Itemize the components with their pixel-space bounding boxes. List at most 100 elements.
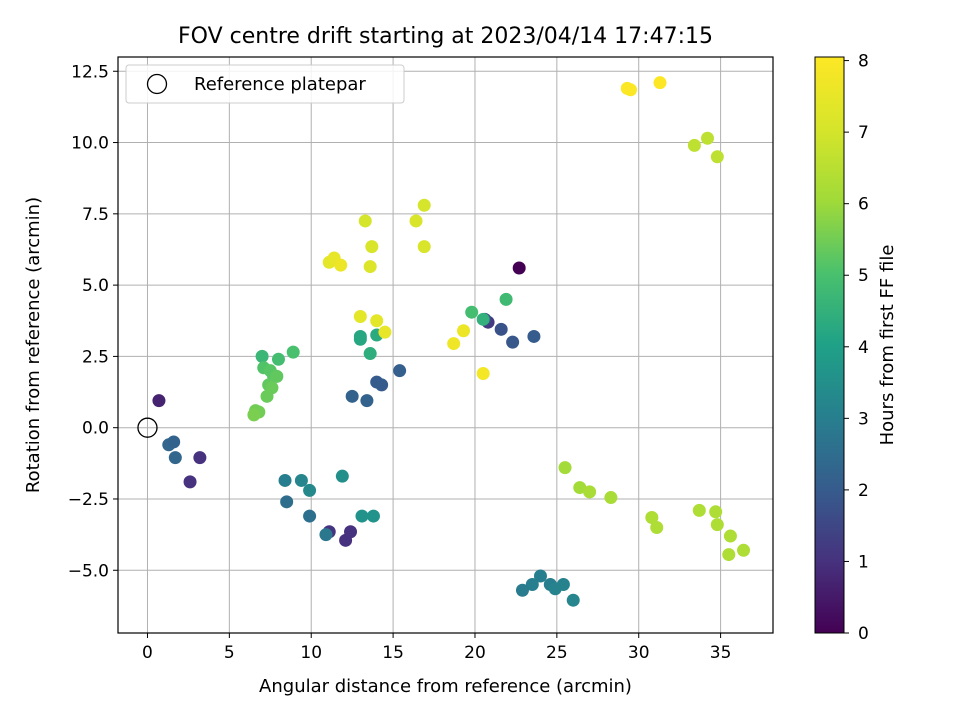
- y-tick-label: 10.0: [71, 134, 109, 154]
- legend-marker-reference: [146, 73, 168, 95]
- data-point: [722, 548, 736, 562]
- x-axis-label: Angular distance from reference (arcmin): [259, 676, 632, 697]
- data-point: [512, 261, 526, 275]
- y-tick-label: −2.5: [68, 490, 109, 510]
- reference-point-marker: [137, 417, 158, 438]
- colorbar: 0 1 2 3 4 5 6 7 8 Hours from first FF file: [814, 52, 898, 644]
- y-ticks: −5.0 −2.5 0.0 2.5 5.0 7.5 10.0 12.5: [68, 62, 118, 581]
- x-tick-label: 30: [628, 643, 650, 663]
- data-point: [294, 473, 308, 487]
- colorbar-ticks: 0 1 2 3 4 5 6 7 8: [844, 52, 869, 644]
- data-point: [417, 240, 431, 254]
- data-point: [457, 324, 471, 338]
- x-tick-label: 0: [142, 643, 153, 663]
- colorbar-tick-label: 4: [858, 338, 869, 358]
- data-point: [345, 389, 359, 403]
- data-point: [365, 240, 379, 254]
- data-point: [692, 503, 706, 517]
- data-point: [499, 292, 513, 306]
- colorbar-tick-label: 1: [858, 552, 869, 572]
- data-point: [366, 509, 380, 523]
- data-point: [344, 525, 358, 539]
- data-point: [260, 389, 274, 403]
- y-tick-label: 5.0: [82, 276, 109, 296]
- data-point: [558, 461, 572, 475]
- data-point: [650, 520, 664, 534]
- data-point: [334, 258, 348, 272]
- grid-lines: [118, 57, 773, 633]
- data-point: [286, 345, 300, 359]
- data-point: [525, 578, 539, 592]
- x-ticks: 0 5 10 15 20 25 30 35: [142, 633, 731, 663]
- x-tick-label: 35: [710, 643, 732, 663]
- data-point: [393, 364, 407, 378]
- y-tick-label: 7.5: [82, 205, 109, 225]
- colorbar-tick-label: 6: [858, 195, 869, 215]
- data-point: [417, 198, 431, 212]
- data-point: [494, 322, 508, 336]
- data-point: [506, 335, 520, 349]
- x-tick-label: 10: [300, 643, 322, 663]
- data-point: [278, 473, 292, 487]
- plot-frame: [117, 56, 774, 634]
- data-point: [183, 475, 197, 489]
- data-point: [168, 451, 182, 465]
- data-point: [193, 451, 207, 465]
- data-point: [360, 394, 374, 408]
- data-point: [353, 329, 367, 343]
- data-point: [358, 214, 372, 228]
- colorbar-tick-label: 8: [858, 52, 869, 72]
- data-point: [527, 329, 541, 343]
- scatter-points: [137, 76, 751, 607]
- data-point: [271, 352, 285, 366]
- data-point: [465, 305, 479, 319]
- data-point: [515, 583, 529, 597]
- colorbar-tick-label: 7: [858, 123, 869, 143]
- data-point: [375, 378, 389, 392]
- y-tick-label: 0.0: [82, 419, 109, 439]
- data-point: [370, 314, 384, 328]
- data-point: [723, 529, 737, 543]
- data-point: [737, 543, 751, 557]
- data-point: [701, 131, 714, 145]
- x-tick-label: 25: [546, 643, 568, 663]
- x-tick-label: 15: [382, 643, 404, 663]
- data-point: [604, 491, 618, 505]
- colorbar-tick-label: 5: [858, 266, 869, 286]
- data-point: [255, 349, 269, 363]
- data-point: [319, 528, 333, 542]
- data-point: [573, 481, 587, 495]
- y-tick-label: 2.5: [82, 347, 109, 367]
- data-point: [476, 312, 490, 326]
- data-point: [335, 469, 349, 483]
- y-tick-label: −5.0: [68, 561, 109, 581]
- data-point: [303, 509, 317, 523]
- data-point: [409, 214, 423, 228]
- x-tick-label: 5: [224, 643, 235, 663]
- legend: Reference platepar: [125, 64, 405, 104]
- data-point: [152, 394, 166, 408]
- data-point: [645, 511, 659, 525]
- data-point: [687, 138, 701, 152]
- colorbar-tick-label: 0: [858, 624, 869, 644]
- data-point: [566, 593, 580, 607]
- data-point: [363, 347, 377, 361]
- data-point: [447, 337, 461, 351]
- data-point: [476, 367, 490, 381]
- data-point: [709, 505, 723, 519]
- legend-box: [125, 64, 405, 104]
- data-point: [583, 485, 597, 499]
- data-point: [710, 518, 724, 532]
- data-point: [378, 325, 392, 339]
- data-point: [355, 509, 369, 523]
- data-point: [556, 578, 570, 592]
- data-point: [280, 495, 294, 509]
- data-point: [167, 435, 181, 449]
- colorbar-gradient: [814, 56, 845, 634]
- data-point: [363, 260, 377, 274]
- colorbar-tick-label: 2: [858, 481, 869, 501]
- data-point: [624, 83, 638, 97]
- data-point: [353, 309, 367, 323]
- legend-entry-reference: Reference platepar: [194, 74, 366, 95]
